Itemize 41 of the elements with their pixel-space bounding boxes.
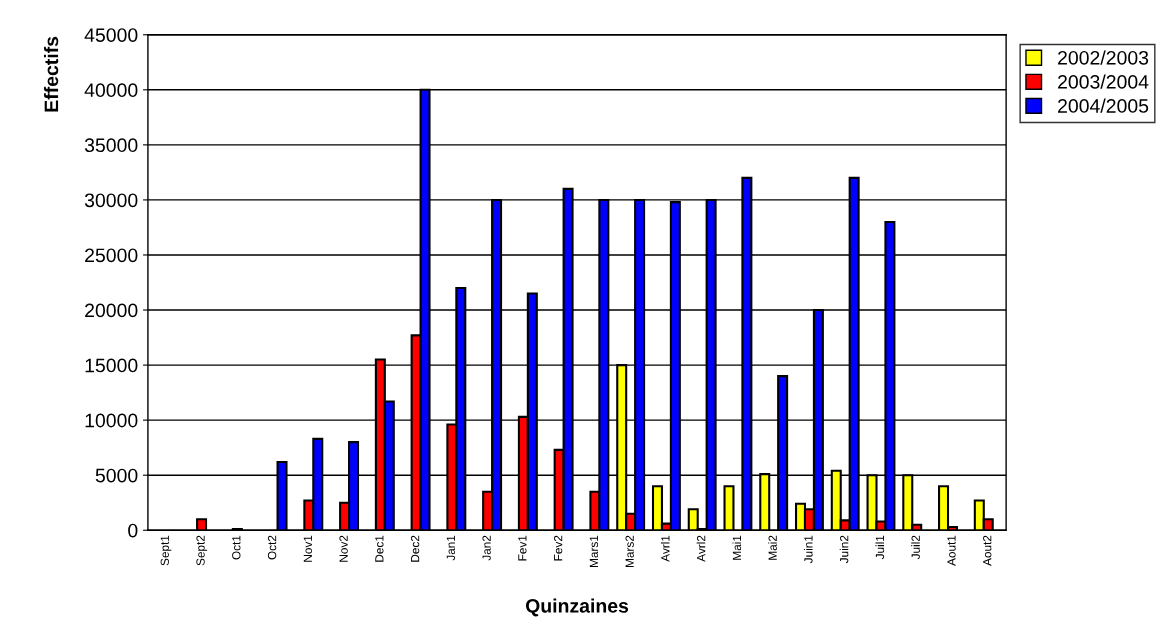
x-tick-label: Juin2 xyxy=(839,535,849,564)
x-tick-label: Aout2 xyxy=(983,535,992,566)
y-tick-label: 40000 xyxy=(84,83,138,98)
x-tick-label: Oct1 xyxy=(232,535,241,560)
x-tick-label: Sept1 xyxy=(160,535,172,566)
bar xyxy=(196,518,208,531)
x-tick-label: Fev2 xyxy=(553,535,563,561)
x-tick-label: Nov1 xyxy=(303,535,312,562)
y-tick-label: 25000 xyxy=(85,248,138,263)
x-tick-label: Dec1 xyxy=(375,535,384,562)
y-tick-label: 0 xyxy=(128,523,138,538)
x-axis-title: Quinzaines xyxy=(525,598,629,617)
x-tick-label: Mai2 xyxy=(768,535,777,560)
x-tick-label: Mai1 xyxy=(732,535,742,560)
x-tick-label: Jan2 xyxy=(482,535,491,561)
y-tick-label: 5000 xyxy=(95,468,138,483)
y-tick-label: 15000 xyxy=(85,358,138,373)
x-tick-label: Nov2 xyxy=(339,535,348,562)
y-tick-label: 10000 xyxy=(85,413,138,428)
y-tick-label: 45000 xyxy=(84,28,138,42)
y-tick-label: 30000 xyxy=(84,193,138,208)
x-tick-label: Aout1 xyxy=(947,535,956,566)
x-tick-label: Sept2 xyxy=(196,535,208,566)
bar xyxy=(723,485,735,531)
legend-label: 2002/2003 xyxy=(1058,50,1149,65)
y-axis-title: Effectifs xyxy=(43,36,59,112)
x-tick-label: Dec2 xyxy=(410,535,420,562)
x-tick-label: Oct2 xyxy=(267,535,277,560)
x-tick-label: Fev1 xyxy=(518,535,527,561)
x-tick-label: Juil1 xyxy=(875,535,885,560)
legend-label: 2004/2005 xyxy=(1058,98,1149,113)
x-tick-label: Avrl2 xyxy=(696,535,706,562)
y-tick-label: 35000 xyxy=(84,138,138,153)
x-tick-label: Juin1 xyxy=(803,535,813,564)
x-tick-label: Mars2 xyxy=(625,535,634,567)
x-tick-label: Jan1 xyxy=(446,535,456,561)
legend-label: 2003/2004 xyxy=(1058,74,1149,89)
y-tick-label: 20000 xyxy=(85,303,138,318)
x-tick-label: Mars1 xyxy=(589,535,599,567)
x-tick-label: Juil2 xyxy=(911,535,920,560)
x-tick-label: Avrl1 xyxy=(660,535,670,562)
